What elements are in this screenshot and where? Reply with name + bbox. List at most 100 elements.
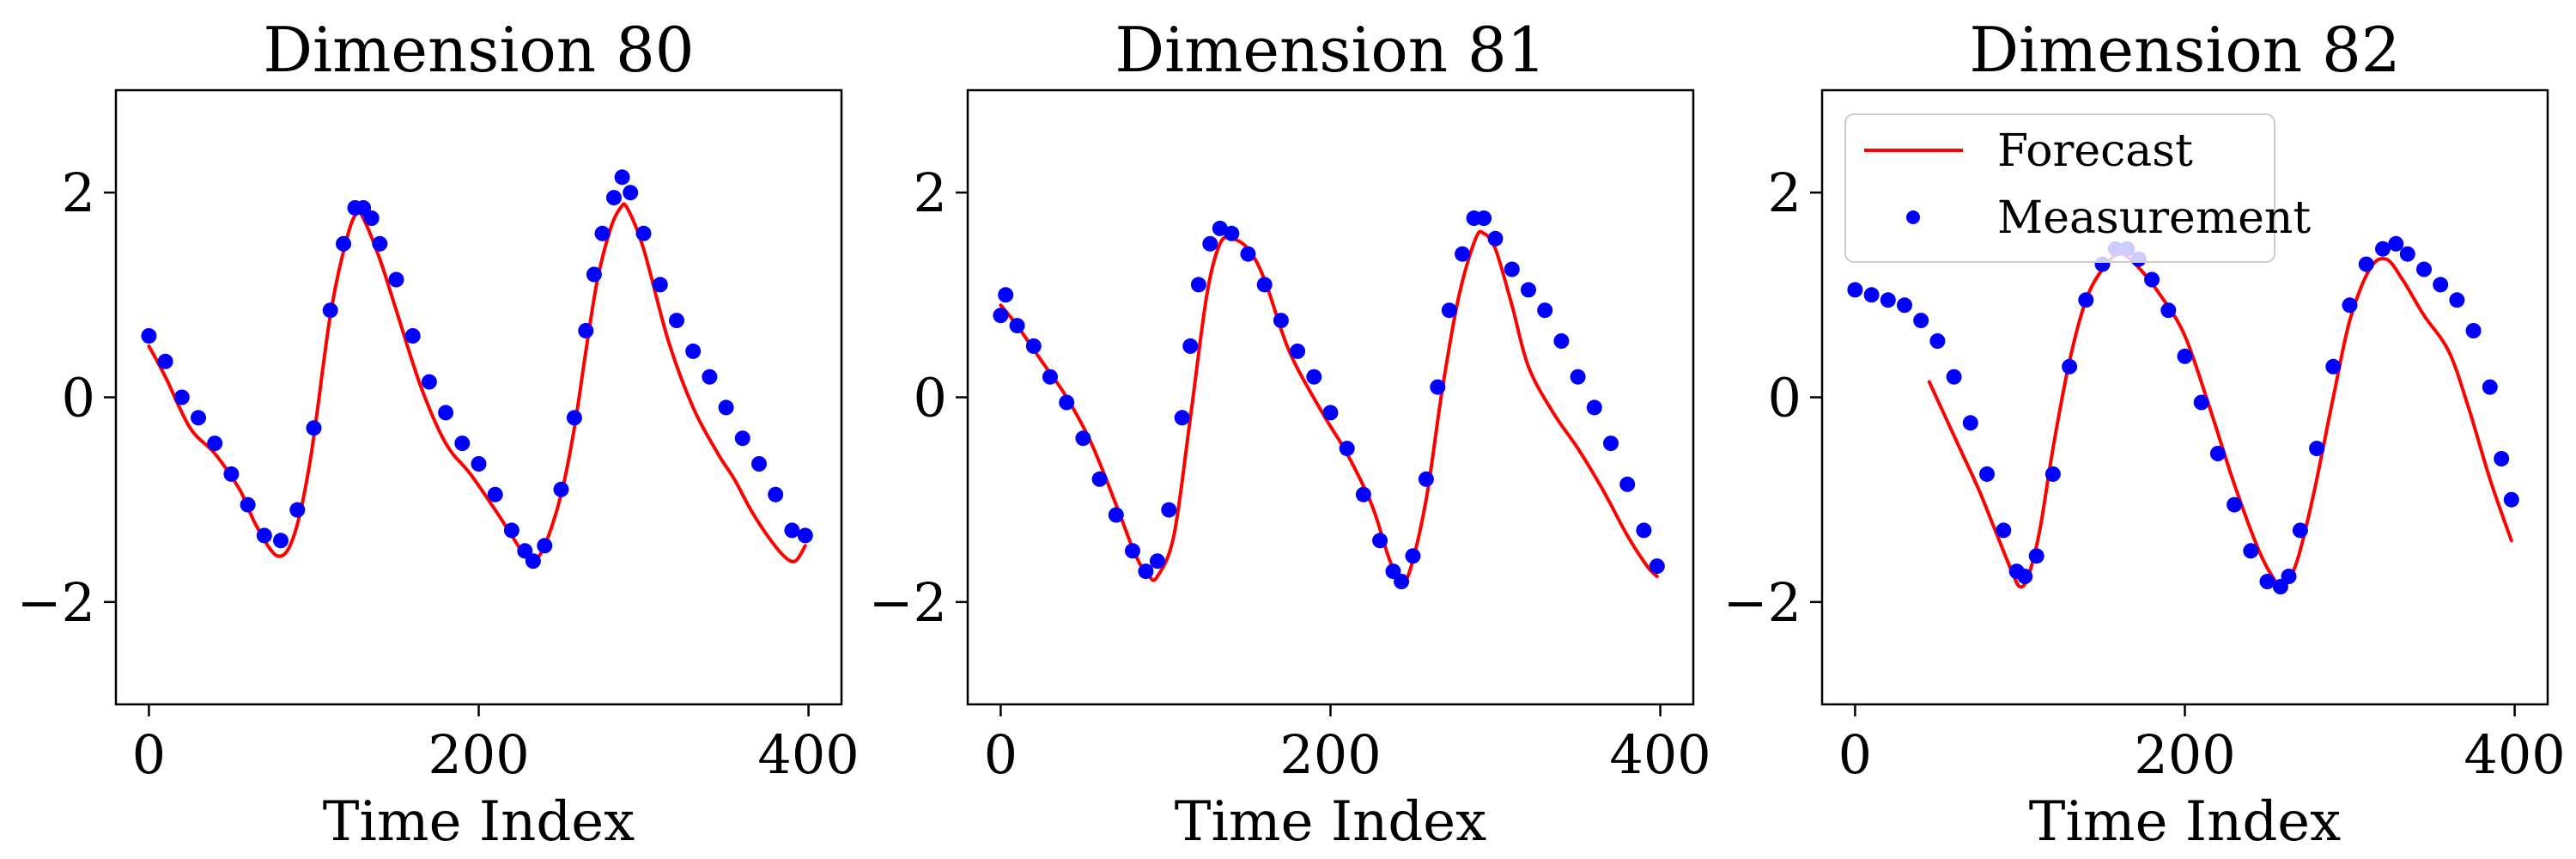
- x-tick-label: 400: [757, 723, 859, 786]
- measurement-point: [2243, 543, 2259, 559]
- measurement-point: [1202, 235, 1218, 252]
- measurement-point: [998, 287, 1014, 303]
- x-tick-label: 200: [2134, 723, 2235, 786]
- measurement-point: [784, 522, 800, 539]
- measurement-point: [1570, 369, 1586, 385]
- x-tick-label: 200: [428, 723, 529, 786]
- measurement-point: [1108, 507, 1124, 523]
- measurement-point: [1161, 502, 1177, 518]
- plot-area: [1847, 235, 2519, 594]
- measurement-point: [273, 533, 289, 549]
- measurement-point: [1603, 436, 1619, 452]
- measurement-point: [2388, 235, 2404, 252]
- measurement-point: [751, 456, 767, 472]
- y-tick-label: −2: [869, 571, 947, 634]
- measurement-point: [2375, 241, 2391, 257]
- measurement-point: [1355, 486, 1371, 503]
- measurement-point: [1979, 466, 1995, 482]
- measurement-point: [2177, 348, 2193, 364]
- measurement-point: [1306, 369, 1322, 385]
- measurement-point: [578, 323, 594, 338]
- measurement-point: [1504, 261, 1520, 277]
- x-tick-label: 400: [2464, 723, 2565, 786]
- measurement-point: [1847, 282, 1863, 298]
- measurement-point: [2078, 292, 2094, 308]
- measurement-point: [207, 436, 223, 452]
- measurement-point: [537, 538, 553, 554]
- measurement-point: [1418, 471, 1434, 487]
- measurement-point: [1042, 369, 1058, 385]
- forecast-line: [1927, 252, 2513, 590]
- measurement-point: [797, 527, 813, 544]
- measurement-point: [1897, 297, 1912, 314]
- legend-forecast-label: Forecast: [1997, 125, 2193, 177]
- measurement-point: [2482, 379, 2498, 395]
- y-tick-label: −2: [1723, 571, 1801, 634]
- measurement-point: [1174, 410, 1190, 426]
- measurement-point: [1586, 399, 1602, 416]
- measurement-point: [702, 369, 718, 385]
- subplot-title: Dimension 81: [1115, 14, 1546, 86]
- measurement-point: [404, 328, 421, 344]
- measurement-point: [1091, 471, 1108, 487]
- measurement-point: [2342, 297, 2358, 314]
- measurement-point: [1138, 564, 1154, 580]
- measurement-point: [157, 353, 173, 369]
- x-tick-label: 0: [1838, 723, 1872, 786]
- measurement-point: [718, 399, 734, 416]
- x-axis-label: Time Index: [1175, 790, 1487, 854]
- measurement-point: [623, 185, 639, 201]
- measurement-point: [1273, 313, 1289, 329]
- measurement-point: [289, 502, 306, 518]
- measurement-point: [2494, 451, 2510, 466]
- measurement-point: [454, 436, 471, 452]
- measurement-point: [1182, 338, 1199, 354]
- measurement-point: [2160, 302, 2177, 319]
- measurement-point: [586, 266, 602, 283]
- measurement-point: [1290, 343, 1306, 359]
- measurement-point: [1322, 405, 1339, 421]
- x-tick-label: 400: [1609, 723, 1710, 786]
- measurement-series: [993, 210, 1665, 589]
- subplots: Dimension 80 0 200 400 −2 0 2 Time Index Dimensi…: [17, 14, 2566, 854]
- measurement-point: [322, 302, 338, 319]
- measurement-point: [1430, 379, 1446, 395]
- measurement-point: [2227, 497, 2243, 513]
- y-tick-label: 2: [62, 161, 95, 224]
- measurement-point: [487, 486, 503, 503]
- subplot-3: Dimension 82 0 200 400 −2 0 2 Time Index Forecas…: [1723, 14, 2566, 854]
- axes-frame: [966, 88, 1695, 706]
- measurement-point: [173, 389, 190, 405]
- x-tick-label: 0: [984, 723, 1018, 786]
- y-tick-label: 0: [1768, 367, 1801, 430]
- measurement-series: [141, 169, 813, 570]
- measurement-point: [1256, 277, 1273, 293]
- measurement-point: [614, 169, 630, 186]
- measurement-point: [1929, 333, 1946, 349]
- measurement-point: [1636, 522, 1652, 539]
- measurement-point: [1946, 369, 1962, 385]
- measurement-point: [421, 374, 437, 390]
- measurement-point: [372, 235, 388, 252]
- subplot-title: Dimension 80: [263, 14, 694, 86]
- subplot-2: Dimension 81 0 200 400 −2 0 2 Time Index: [869, 14, 1711, 854]
- legend: Forecast Measurement: [1844, 113, 2311, 263]
- measurement-point: [2416, 261, 2432, 277]
- measurement-point: [685, 343, 702, 359]
- measurement-point: [1075, 430, 1091, 447]
- legend-measurement-swatch: [1906, 210, 1920, 224]
- measurement-point: [2503, 491, 2519, 508]
- measurement-point: [1025, 338, 1042, 354]
- measurement-point: [2209, 446, 2226, 461]
- measurement-point: [2358, 256, 2374, 272]
- subplot-title: Dimension 82: [1969, 14, 2400, 86]
- measurement-point: [2281, 569, 2297, 584]
- measurement-point: [240, 497, 256, 513]
- measurement-point: [1394, 574, 1410, 589]
- measurement-point: [363, 210, 380, 226]
- measurement-point: [1863, 287, 1880, 303]
- measurement-point: [1059, 394, 1075, 411]
- measurement-point: [553, 481, 569, 497]
- y-tick-label: −2: [17, 571, 95, 634]
